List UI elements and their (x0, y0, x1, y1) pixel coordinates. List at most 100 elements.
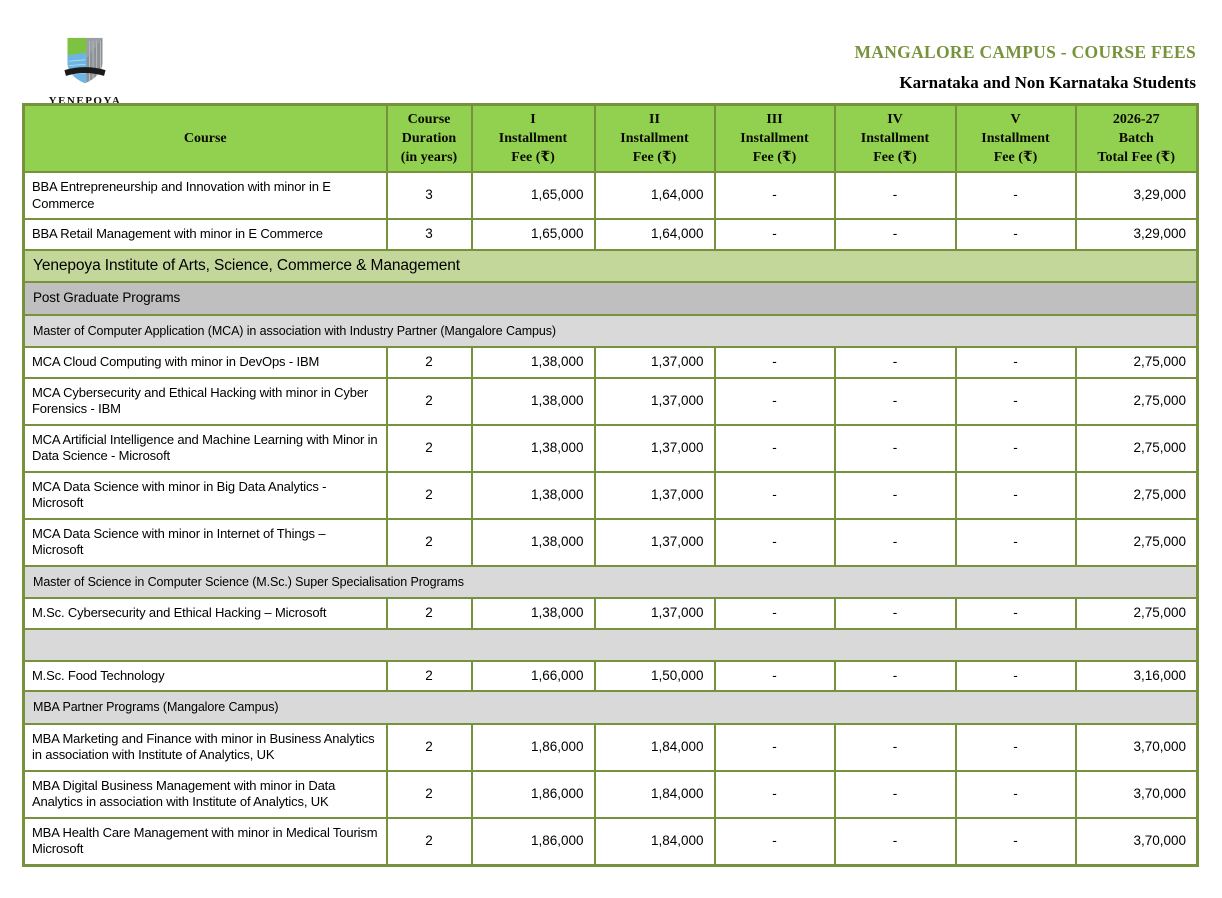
installment-2-cell: 1,50,000 (593, 659, 716, 692)
course-name: MBA Marketing and Finance with minor in … (22, 722, 388, 772)
installment-4-cell: - (833, 346, 957, 379)
course-name: MBA Digital Business Management with min… (22, 769, 388, 819)
fee-table-head: Course Course Duration (in years) I Installme… (22, 103, 1199, 173)
total-fee-cell: 3,70,000 (1074, 769, 1199, 819)
page-header: MANGALORE CAMPUS - COURSE FEES Karnataka… (854, 42, 1196, 93)
installment-5-cell: - (954, 470, 1077, 520)
installment-3-cell: - (713, 423, 836, 473)
installment-3-cell: - (713, 346, 836, 379)
duration-cell: 2 (385, 376, 473, 426)
column-header-total: 2026-27 Batch Total Fee (₹) (1074, 103, 1199, 173)
installment-2-cell: 1,64,000 (593, 171, 716, 220)
installment-4-cell: - (833, 171, 957, 220)
installment-1-cell: 1,38,000 (470, 376, 596, 426)
installment-1-cell: 1,65,000 (470, 218, 596, 251)
installment-4-cell: - (833, 517, 957, 567)
total-fee-cell: 3,29,000 (1074, 171, 1199, 220)
installment-3-cell: - (713, 517, 836, 567)
installment-1-cell: 1,38,000 (470, 517, 596, 567)
installment-1-cell: 1,65,000 (470, 171, 596, 220)
total-fee-cell: 3,70,000 (1074, 816, 1199, 866)
course-row: MBA Health Care Management with minor in… (22, 816, 1199, 866)
installment-1-cell: 1,38,000 (470, 470, 596, 520)
duration-cell: 2 (385, 659, 473, 692)
course-row: MCA Data Science with minor in Big Data … (22, 470, 1199, 520)
installment-5-cell: - (954, 659, 1077, 692)
installment-4-cell: - (833, 769, 957, 819)
course-name: MCA Cybersecurity and Ethical Hacking wi… (22, 376, 388, 426)
section-label (22, 627, 1199, 662)
course-row: BBA Retail Management with minor in E Co… (22, 218, 1199, 251)
installment-4-cell: - (833, 376, 957, 426)
section-label: Yenepoya Institute of Arts, Science, Com… (22, 248, 1199, 283)
course-name: MCA Artificial Intelligence and Machine … (22, 423, 388, 473)
installment-2-cell: 1,37,000 (593, 597, 716, 630)
section-label: Master of Computer Application (MCA) in … (22, 313, 1199, 348)
installment-1-cell: 1,38,000 (470, 346, 596, 379)
installment-3-cell: - (713, 816, 836, 866)
installment-2-cell: 1,84,000 (593, 816, 716, 866)
course-row: M.Sc. Food Technology 2 1,66,000 1,50,000- -… (22, 659, 1199, 692)
duration-cell: 2 (385, 470, 473, 520)
installment-4-cell: - (833, 659, 957, 692)
page-subtitle: Karnataka and Non Karnataka Students (899, 73, 1196, 92)
installment-1-cell: 1,86,000 (470, 722, 596, 772)
installment-2-cell: 1,37,000 (593, 346, 716, 379)
column-header-installment-3: III Installment Fee (₹) (713, 103, 836, 173)
total-fee-cell: 2,75,000 (1074, 597, 1199, 630)
duration-cell: 2 (385, 517, 473, 567)
installment-1-cell: 1,38,000 (470, 423, 596, 473)
course-name: M.Sc. Cybersecurity and Ethical Hacking … (22, 597, 388, 630)
course-name: BBA Retail Management with minor in E Co… (22, 218, 388, 251)
installment-4-cell: - (833, 597, 957, 630)
installment-2-cell: 1,37,000 (593, 423, 716, 473)
section-row: Post Graduate Programs (22, 281, 1199, 316)
course-name: MBA Health Care Management with minor in… (22, 816, 388, 866)
installment-1-cell: 1,38,000 (470, 597, 596, 630)
logo-shield-icon (64, 37, 106, 84)
installment-3-cell: - (713, 171, 836, 220)
section-label: MBA Partner Programs (Mangalore Campus) (22, 690, 1199, 725)
course-name: MCA Cloud Computing with minor in DevOps… (22, 346, 388, 379)
duration-cell: 2 (385, 346, 473, 379)
installment-5-cell: - (954, 218, 1077, 251)
duration-cell: 2 (385, 722, 473, 772)
column-header-course: Course (22, 103, 388, 173)
installment-5-cell: - (954, 816, 1077, 866)
section-label: Master of Science in Computer Science (M… (22, 564, 1199, 599)
installment-4-cell: - (833, 816, 957, 866)
course-name: BBA Entrepreneurship and Innovation with… (22, 171, 388, 220)
installment-2-cell: 1,64,000 (593, 218, 716, 251)
total-fee-cell: 2,75,000 (1074, 346, 1199, 379)
course-row: M.Sc. Cybersecurity and Ethical Hacking … (22, 597, 1199, 630)
section-row (22, 627, 1199, 662)
installment-2-cell: 1,37,000 (593, 470, 716, 520)
course-row: MBA Marketing and Finance with minor in … (22, 722, 1199, 772)
course-row: MCA Data Science with minor in Internet … (22, 517, 1199, 567)
installment-2-cell: 1,84,000 (593, 722, 716, 772)
course-row: MCA Cloud Computing with minor in DevOps… (22, 346, 1199, 379)
installment-3-cell: - (713, 659, 836, 692)
column-header-installment-5: V Installment Fee (₹) (954, 103, 1077, 173)
installment-2-cell: 1,84,000 (593, 769, 716, 819)
total-fee-cell: 3,70,000 (1074, 722, 1199, 772)
course-row: MCA Artificial Intelligence and Machine … (22, 423, 1199, 473)
yenepoya-logo: YENEPOYA (Deemed to be University) (40, 36, 130, 112)
installment-1-cell: 1,86,000 (470, 816, 596, 866)
installment-5-cell: - (954, 376, 1077, 426)
total-fee-cell: 2,75,000 (1074, 423, 1199, 473)
total-fee-cell: 2,75,000 (1074, 517, 1199, 567)
course-row: MBA Digital Business Management with min… (22, 769, 1199, 819)
installment-3-cell: - (713, 376, 836, 426)
section-label: Post Graduate Programs (22, 281, 1199, 316)
section-row: Yenepoya Institute of Arts, Science, Com… (22, 248, 1199, 283)
installment-5-cell: - (954, 517, 1077, 567)
duration-cell: 3 (385, 218, 473, 251)
course-fees-table: Course Course Duration (in years) I Installme… (22, 103, 1199, 867)
total-fee-cell: 2,75,000 (1074, 376, 1199, 426)
column-header-installment-2: II Installment Fee (₹) (593, 103, 716, 173)
duration-cell: 3 (385, 171, 473, 220)
installment-5-cell: - (954, 423, 1077, 473)
installment-4-cell: - (833, 218, 957, 251)
